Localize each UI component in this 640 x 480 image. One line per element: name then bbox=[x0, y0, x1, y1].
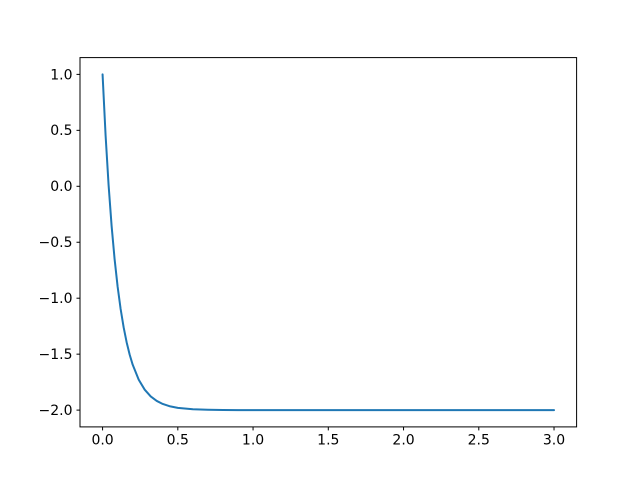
x-tick-label: 1.5 bbox=[317, 432, 339, 448]
x-tick-label: 0.5 bbox=[167, 432, 189, 448]
x-tick-label: 3.0 bbox=[543, 432, 565, 448]
plot-area bbox=[80, 57, 577, 427]
x-tick-label: 2.0 bbox=[392, 432, 414, 448]
x-tick-label: 2.5 bbox=[468, 432, 490, 448]
y-tick-label: −0.5 bbox=[39, 235, 73, 251]
x-tick-label: 1.0 bbox=[242, 432, 264, 448]
y-tick-label: 1.0 bbox=[50, 67, 72, 83]
y-tick-label: 0.0 bbox=[50, 179, 72, 195]
y-tick-label: −1.0 bbox=[39, 291, 73, 307]
y-tick-label: −2.0 bbox=[39, 403, 73, 419]
data-series-line-0 bbox=[101, 73, 556, 412]
y-tick-label: −1.5 bbox=[39, 347, 73, 363]
x-tick-label: 0.0 bbox=[91, 432, 113, 448]
y-tick-label: 0.5 bbox=[50, 123, 72, 139]
